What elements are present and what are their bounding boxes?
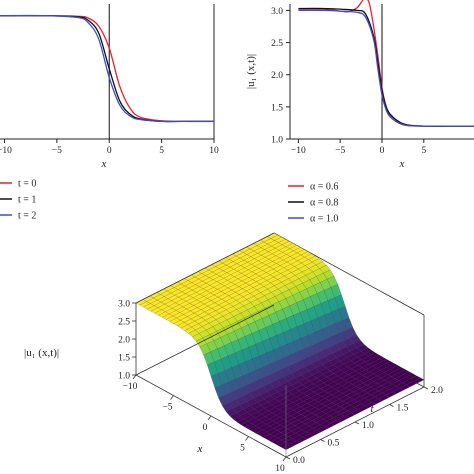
x-tick-label: −5 xyxy=(162,403,172,413)
y-tick-label: 2.0 xyxy=(271,71,283,81)
x-tick xyxy=(207,415,212,421)
x-tick-label: 5 xyxy=(421,146,426,156)
x-tick-label: 5 xyxy=(240,444,245,454)
x-tick-label: −10 xyxy=(0,146,12,156)
y-tick-label: 1.0 xyxy=(271,136,283,146)
x-tick xyxy=(132,374,137,380)
x-tick-label: −5 xyxy=(52,146,62,156)
right-line-chart: −10 −5 0 5 x 1.0 1.5 2.0 2.5 3.0 |u₁ (x,t)| α = 0.6… xyxy=(245,0,474,225)
x-tick-label: 5 xyxy=(159,146,164,156)
t-axis-label: t xyxy=(370,403,374,415)
t-tick-label: 0.0 xyxy=(293,456,305,466)
series-line xyxy=(298,9,474,127)
t-tick xyxy=(320,439,325,442)
t-tick xyxy=(423,386,429,390)
legend-label: t = 1 xyxy=(18,195,36,206)
x-tick-label: −10 xyxy=(123,382,138,392)
legend-label: α = 1.0 xyxy=(310,214,338,225)
t-tick xyxy=(285,456,291,460)
x-tick-label: −5 xyxy=(335,146,345,156)
x-tick-label: 0 xyxy=(203,423,208,433)
x-tick-label: −10 xyxy=(291,146,306,156)
z-axis-label: |u₁ (x,t)| xyxy=(24,347,59,359)
x-tick xyxy=(170,395,174,400)
t-tick-label: 1.0 xyxy=(362,421,374,431)
t-tick-label: 2.0 xyxy=(431,386,443,396)
x-tick-label: 0 xyxy=(380,146,385,156)
t-tick-label: 0.5 xyxy=(328,439,340,449)
t-tick-label: 1.5 xyxy=(397,404,409,414)
y-tick-label: 3.0 xyxy=(271,7,283,17)
surface-plot: −10 −5 0 5 10 x 0.0 0.5 1.0 1.5 2.0 t 1.0 1.5 2.0 2.5 3.… xyxy=(24,232,443,474)
y-tick-label: 2.5 xyxy=(271,39,283,49)
z-tick-label: 2.0 xyxy=(118,336,130,346)
x-axis-label: x xyxy=(101,158,107,170)
legend-label: α = 0.8 xyxy=(310,198,338,209)
left-line-chart: −10 −5 0 5 10 x t = 0 t = 1 t = 2 xyxy=(0,4,219,222)
t-tick xyxy=(354,421,360,425)
x-tick-label: 10 xyxy=(209,146,219,156)
box-edge xyxy=(273,232,425,316)
z-tick-label: 2.5 xyxy=(118,318,130,328)
z-tick-label: 1.0 xyxy=(118,372,130,382)
t-tick xyxy=(389,404,394,407)
x-axis-label: x xyxy=(399,158,405,170)
legend-label: t = 2 xyxy=(18,211,36,222)
box-edge xyxy=(135,232,275,304)
x-axis-label: x xyxy=(197,443,203,455)
z-tick-label: 1.5 xyxy=(118,354,130,364)
x-tick-label: 0 xyxy=(107,146,112,156)
legend-label: t = 0 xyxy=(18,179,36,190)
y-axis-label: |u₁ (x,t)| xyxy=(245,54,257,89)
box-edge xyxy=(135,304,275,376)
legend-label: α = 0.6 xyxy=(310,182,338,193)
series-line xyxy=(0,14,214,123)
x-tick xyxy=(282,456,287,462)
x-tick-label: 10 xyxy=(275,464,285,474)
surface-patch xyxy=(281,444,294,450)
z-tick-label: 3.0 xyxy=(118,300,130,310)
x-tick xyxy=(245,436,249,441)
y-tick-label: 1.5 xyxy=(271,103,283,113)
